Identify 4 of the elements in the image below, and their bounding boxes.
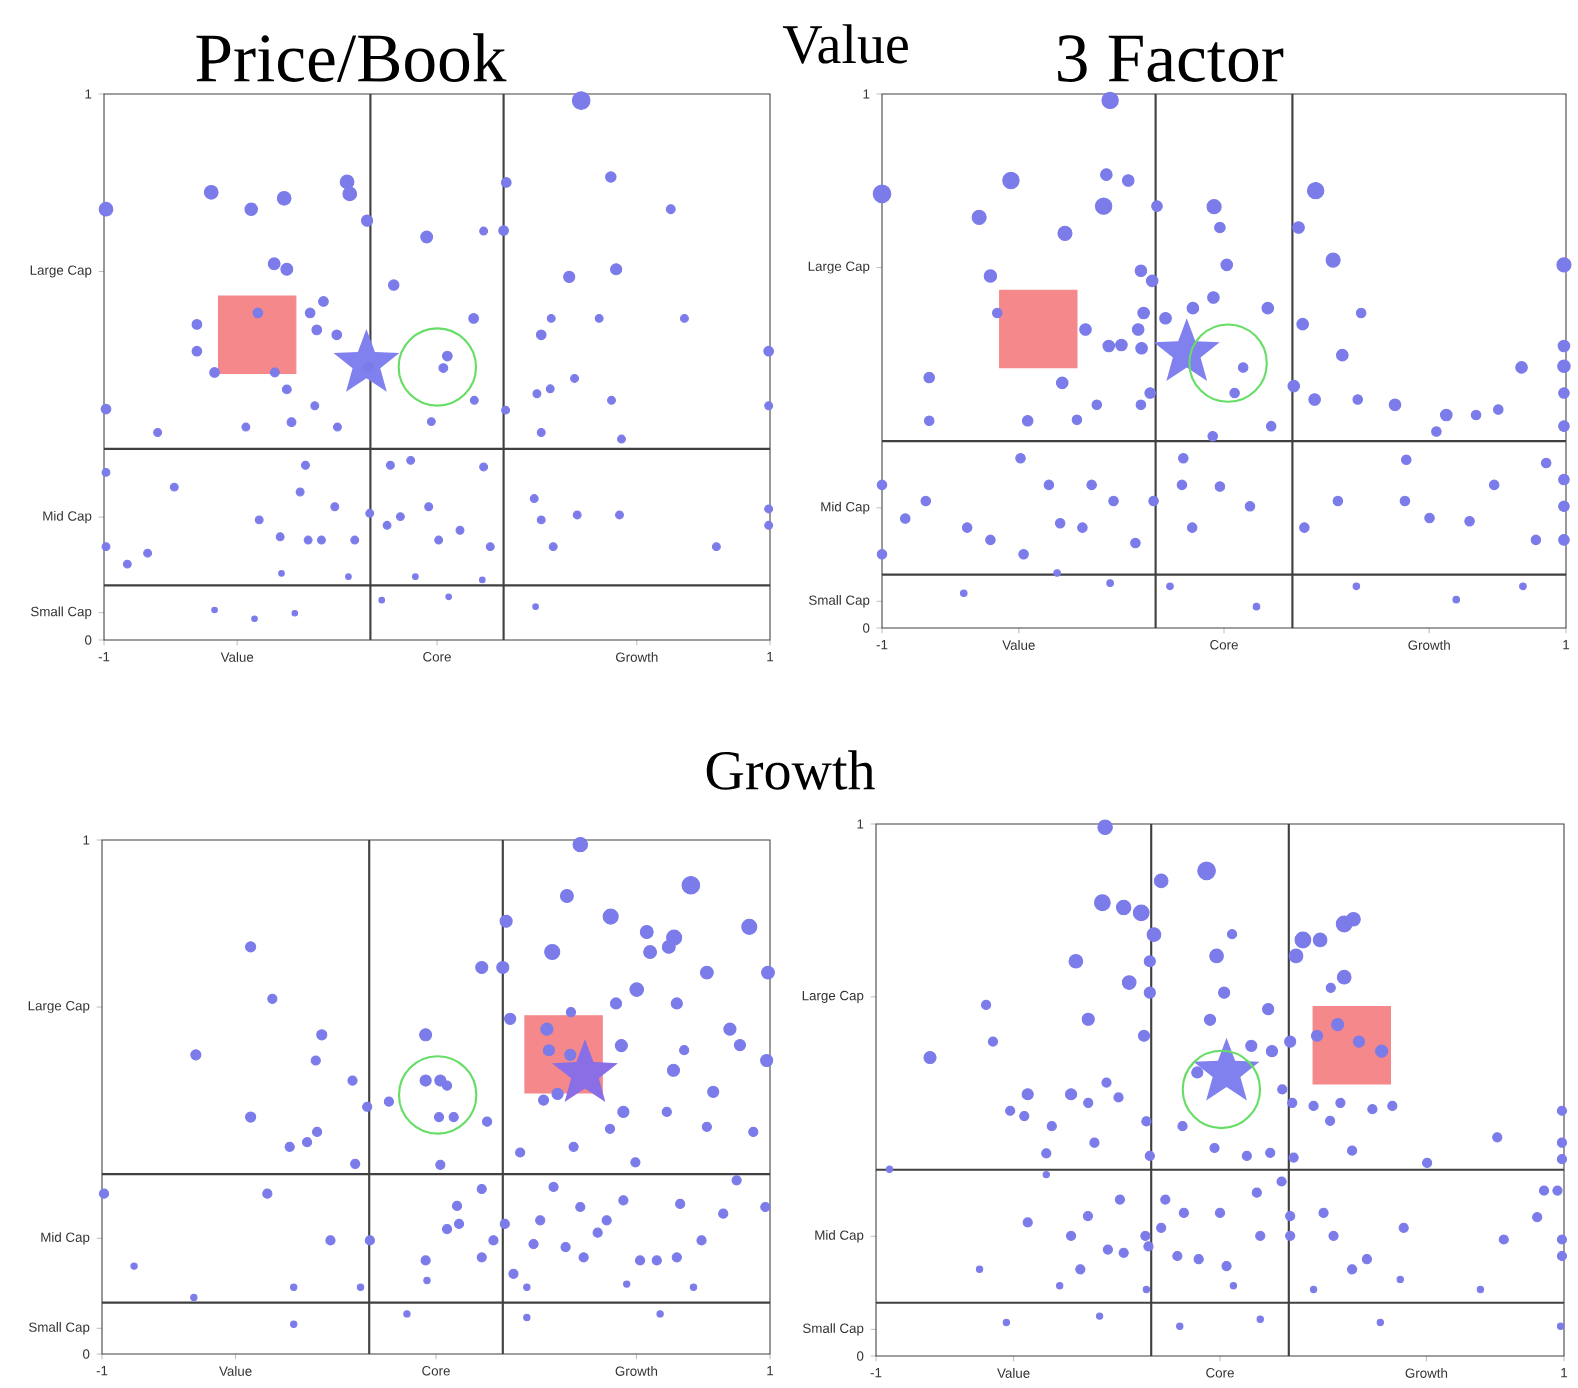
text: Growth bbox=[706, 750, 875, 790]
text: Value bbox=[782, 24, 908, 64]
chart-title: 3 Factor bbox=[1058, 35, 1284, 82]
chart-title: Price/Book bbox=[196, 33, 507, 82]
